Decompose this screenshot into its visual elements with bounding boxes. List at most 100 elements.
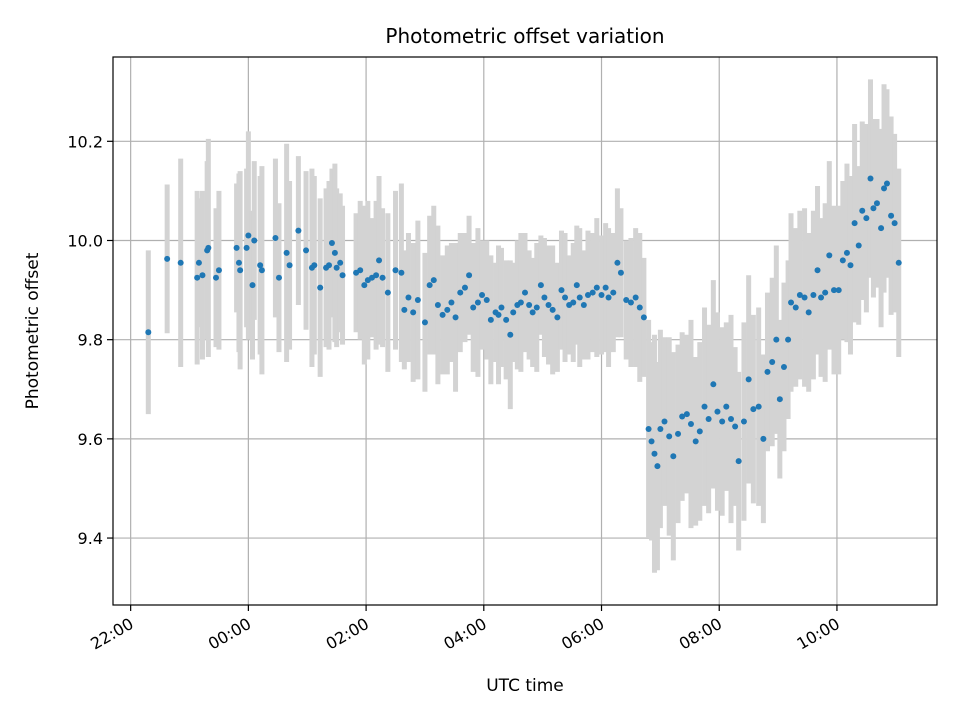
data-point bbox=[373, 272, 380, 279]
data-point bbox=[549, 306, 556, 313]
data-point bbox=[545, 301, 552, 308]
data-point bbox=[873, 200, 880, 207]
data-point bbox=[764, 368, 771, 375]
data-point bbox=[177, 259, 184, 266]
data-point bbox=[636, 304, 643, 311]
data-point bbox=[855, 242, 862, 249]
data-point bbox=[541, 294, 548, 301]
data-point bbox=[867, 175, 874, 182]
data-point bbox=[683, 411, 690, 418]
data-point bbox=[495, 311, 502, 318]
y-tick-label: 10.0 bbox=[67, 231, 103, 250]
data-point bbox=[510, 309, 517, 316]
data-point bbox=[723, 403, 730, 410]
data-point bbox=[517, 299, 524, 306]
data-point bbox=[233, 244, 240, 251]
data-point bbox=[283, 249, 290, 256]
data-point bbox=[286, 262, 293, 269]
data-point bbox=[199, 272, 206, 279]
data-point bbox=[213, 274, 219, 281]
data-point bbox=[401, 306, 408, 313]
data-point bbox=[614, 259, 621, 266]
data-point bbox=[831, 287, 837, 294]
data-point bbox=[648, 438, 655, 445]
data-point bbox=[384, 289, 391, 296]
data-point bbox=[788, 299, 795, 306]
data-point bbox=[576, 294, 583, 301]
y-tick-label: 9.4 bbox=[78, 529, 103, 548]
data-point bbox=[745, 376, 752, 383]
data-point bbox=[888, 212, 895, 219]
data-point bbox=[835, 287, 842, 294]
data-point bbox=[705, 416, 712, 423]
data-point bbox=[617, 269, 624, 276]
data-point bbox=[839, 257, 846, 264]
data-point bbox=[337, 259, 344, 266]
data-point bbox=[251, 237, 258, 244]
data-point bbox=[661, 418, 668, 425]
data-point bbox=[257, 262, 264, 269]
data-point bbox=[303, 247, 310, 254]
data-point bbox=[333, 264, 340, 271]
data-point bbox=[710, 381, 717, 388]
data-point bbox=[529, 309, 536, 316]
data-point bbox=[696, 428, 703, 435]
data-point bbox=[421, 319, 428, 326]
data-point bbox=[847, 262, 854, 269]
data-point bbox=[878, 225, 885, 232]
data-point bbox=[164, 255, 171, 262]
data-point bbox=[328, 239, 335, 246]
data-point bbox=[376, 257, 383, 264]
data-point bbox=[483, 297, 490, 304]
data-point bbox=[361, 282, 368, 289]
data-point bbox=[666, 433, 673, 440]
data-point bbox=[870, 205, 877, 212]
y-axis-label: Photometric offset bbox=[23, 252, 43, 409]
data-point bbox=[755, 403, 762, 410]
data-point bbox=[654, 463, 661, 470]
data-point bbox=[461, 284, 468, 291]
data-point bbox=[740, 418, 747, 425]
y-axis-ticks: 9.4 9.6 9.8 10.0 10.2 bbox=[67, 132, 113, 548]
data-point bbox=[392, 267, 399, 274]
data-point bbox=[651, 450, 658, 457]
data-point bbox=[573, 282, 580, 289]
data-point bbox=[843, 249, 850, 256]
data-point bbox=[474, 299, 481, 306]
data-point bbox=[679, 413, 686, 420]
data-point bbox=[714, 408, 721, 415]
y-tick-label: 10.2 bbox=[67, 132, 103, 151]
data-point bbox=[640, 314, 647, 321]
data-point bbox=[414, 297, 421, 304]
data-point bbox=[776, 396, 783, 403]
data-point bbox=[627, 299, 634, 306]
plot-frame bbox=[112, 56, 938, 606]
data-point bbox=[205, 244, 212, 251]
data-point bbox=[317, 284, 324, 291]
data-point bbox=[426, 282, 433, 289]
data-point bbox=[826, 252, 833, 259]
data-point bbox=[562, 294, 569, 301]
data-point bbox=[503, 316, 510, 323]
data-point bbox=[235, 259, 242, 266]
data-point bbox=[863, 215, 870, 222]
data-point bbox=[398, 269, 405, 276]
data-point bbox=[439, 311, 446, 318]
data-point bbox=[405, 294, 412, 301]
chart-title: Photometric offset variation bbox=[385, 24, 664, 48]
data-point bbox=[272, 235, 279, 242]
data-point bbox=[760, 435, 767, 442]
data-point bbox=[675, 430, 682, 437]
data-point bbox=[645, 425, 652, 432]
data-point bbox=[195, 259, 202, 266]
data-point bbox=[487, 316, 494, 323]
data-point bbox=[859, 207, 866, 214]
data-point bbox=[728, 416, 734, 423]
data-point bbox=[687, 420, 694, 427]
data-point bbox=[584, 292, 591, 299]
data-point bbox=[533, 304, 540, 311]
data-point bbox=[701, 403, 708, 410]
data-point bbox=[479, 292, 486, 299]
data-point bbox=[780, 363, 787, 370]
